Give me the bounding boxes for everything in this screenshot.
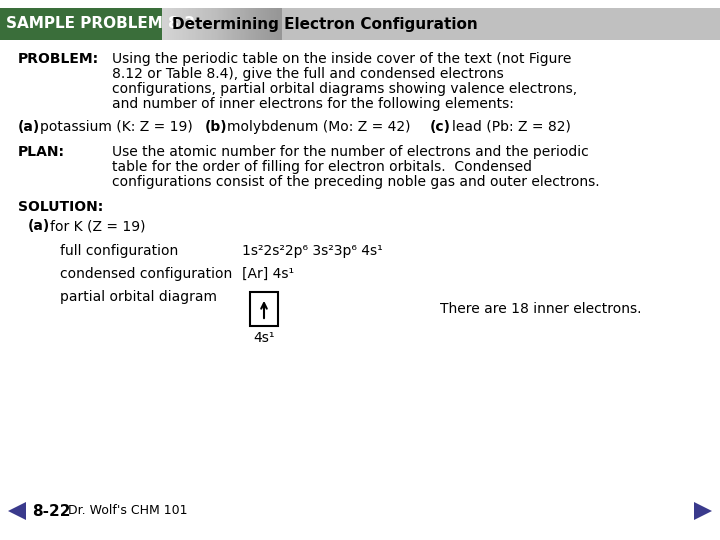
Polygon shape (8, 502, 26, 520)
Bar (0, 8, 162, 40)
Text: configurations consist of the preceding noble gas and outer electrons.: configurations consist of the preceding … (112, 175, 600, 189)
Text: full configuration: full configuration (60, 244, 179, 258)
Text: There are 18 inner electrons.: There are 18 inner electrons. (440, 302, 642, 316)
Text: SOLUTION:: SOLUTION: (18, 200, 103, 214)
Text: lead (Pb: Z = 82): lead (Pb: Z = 82) (452, 120, 571, 134)
Text: Use the atomic number for the number of electrons and the periodic: Use the atomic number for the number of … (112, 145, 589, 159)
Text: PLAN:: PLAN: (18, 145, 65, 159)
Text: 8-22: 8-22 (32, 503, 71, 518)
Text: for K (Z = 19): for K (Z = 19) (50, 219, 145, 233)
Bar (0, 8, 720, 40)
Text: (b): (b) (205, 120, 228, 134)
Text: PROBLEM:: PROBLEM: (18, 52, 99, 66)
Text: Determining Electron Configuration: Determining Electron Configuration (172, 17, 478, 31)
Text: SAMPLE PROBLEM 8.2: SAMPLE PROBLEM 8.2 (6, 17, 195, 31)
Text: 1s²2s²2p⁶ 3s²3p⁶ 4s¹: 1s²2s²2p⁶ 3s²3p⁶ 4s¹ (242, 244, 383, 258)
Text: molybdenum (Mo: Z = 42): molybdenum (Mo: Z = 42) (227, 120, 410, 134)
Text: (a): (a) (18, 120, 40, 134)
Text: [Ar] 4s¹: [Ar] 4s¹ (242, 267, 294, 281)
Text: partial orbital diagram: partial orbital diagram (60, 290, 217, 304)
Text: condensed configuration: condensed configuration (60, 267, 233, 281)
Text: Using the periodic table on the inside cover of the text (not Figure: Using the periodic table on the inside c… (112, 52, 572, 66)
Text: 8.12 or Table 8.4), give the full and condensed electrons: 8.12 or Table 8.4), give the full and co… (112, 67, 504, 81)
Text: (c): (c) (430, 120, 451, 134)
Text: and number of inner electrons for the following elements:: and number of inner electrons for the fo… (112, 97, 514, 111)
Text: potassium (K: Z = 19): potassium (K: Z = 19) (40, 120, 193, 134)
Text: configurations, partial orbital diagrams showing valence electrons,: configurations, partial orbital diagrams… (112, 82, 577, 96)
Text: (a): (a) (28, 219, 50, 233)
Text: Dr. Wolf's CHM 101: Dr. Wolf's CHM 101 (68, 504, 187, 517)
Bar (250, 292, 278, 326)
Text: table for the order of filling for electron orbitals.  Condensed: table for the order of filling for elect… (112, 160, 532, 174)
Polygon shape (694, 502, 712, 520)
Text: 4s¹: 4s¹ (253, 331, 275, 345)
